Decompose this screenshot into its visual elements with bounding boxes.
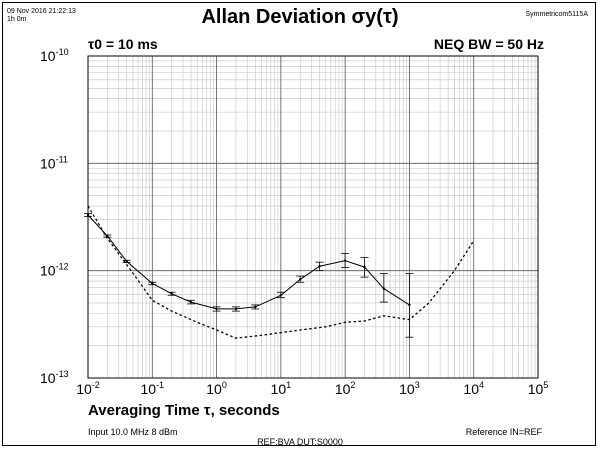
x-tick-label: 100 bbox=[206, 380, 227, 397]
data-point bbox=[215, 307, 218, 311]
data-point bbox=[279, 294, 283, 297]
data-point bbox=[189, 300, 193, 304]
data-point bbox=[151, 282, 154, 285]
y-tick-label: 10-12 bbox=[40, 262, 69, 279]
tau0-label: τ0 = 10 ms bbox=[88, 36, 158, 52]
x-axis-label: Averaging Time τ, seconds bbox=[88, 402, 280, 419]
neq-bandwidth-label: NEQ BW = 50 Hz bbox=[433, 36, 544, 52]
timestamp: 09 Nov 2016 21:22:13 bbox=[7, 8, 76, 15]
plot-border bbox=[87, 55, 539, 379]
x-tick-label: 103 bbox=[399, 380, 420, 397]
data-point bbox=[299, 278, 302, 281]
measurement-duration: 1h 0m bbox=[7, 16, 27, 23]
x-tick-label: 104 bbox=[463, 380, 484, 397]
chart-title: Allan Deviation σy(τ) bbox=[201, 6, 399, 28]
input-info: Input 10.0 MHz 8 dBm bbox=[88, 427, 178, 437]
data-point bbox=[343, 259, 347, 262]
data-point bbox=[382, 287, 386, 290]
ref-dut-label: REF:BVA DUT:S0000 bbox=[257, 437, 343, 447]
x-tick-label: 105 bbox=[528, 380, 549, 397]
data-point bbox=[125, 260, 128, 263]
data-point bbox=[170, 292, 173, 295]
data-point bbox=[318, 265, 321, 268]
y-tick-label: 10-11 bbox=[40, 154, 68, 171]
data-point bbox=[86, 213, 90, 217]
y-tick-label: 10-13 bbox=[40, 369, 69, 386]
data-point bbox=[234, 307, 238, 311]
data-point bbox=[254, 305, 257, 309]
x-tick-label: 101 bbox=[271, 380, 292, 397]
chart-frame bbox=[2, 2, 596, 446]
x-tick-label: 10-1 bbox=[140, 380, 164, 397]
reference-info: Reference IN=REF bbox=[465, 427, 542, 437]
noise-floor-line bbox=[87, 205, 475, 339]
x-tick-label: 10-2 bbox=[76, 380, 100, 397]
x-tick-label: 102 bbox=[335, 380, 356, 397]
adev-line bbox=[87, 214, 410, 310]
y-tick-label: 10-10 bbox=[40, 47, 69, 64]
instrument-name: Symmetricom5115A bbox=[525, 11, 588, 18]
data-point bbox=[363, 265, 366, 269]
data-point bbox=[408, 303, 411, 307]
plot-area bbox=[88, 56, 538, 378]
